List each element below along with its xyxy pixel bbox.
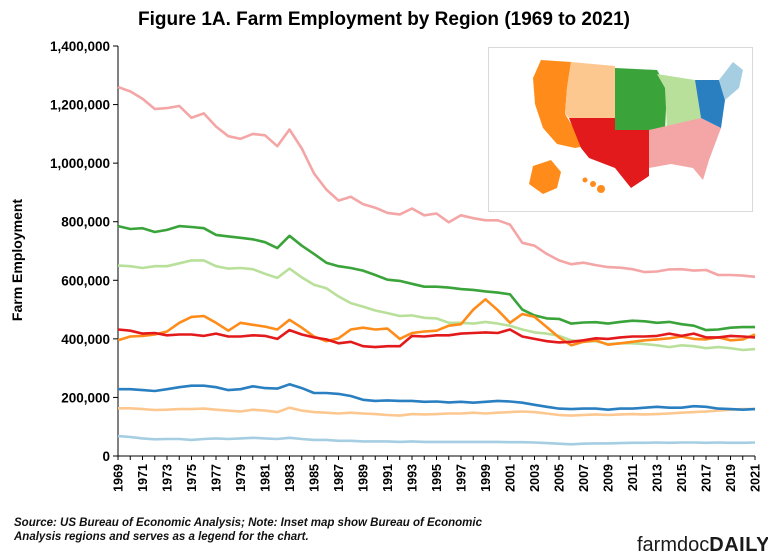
logo-part-2: DAILY xyxy=(709,534,768,556)
y-tick-label: 1,200,000 xyxy=(50,98,110,113)
x-axis: 1969 1971 1973 1975 1977 1979 1981 1983 1985 1987… xyxy=(112,455,763,492)
map-region-new-england xyxy=(719,62,743,100)
x-tick-label: 2019 xyxy=(724,464,738,492)
map-region-plains xyxy=(615,68,667,130)
x-tick-label: 2021 xyxy=(749,464,763,492)
y-axis: 0 200,000 400,000 600,000 800,000 1,000,000 1,… xyxy=(50,39,119,464)
x-tick-label: 2017 xyxy=(700,464,714,492)
x-tick-label: 2001 xyxy=(504,464,518,492)
map-region-southwest xyxy=(569,118,649,188)
map-region-rocky-mountain xyxy=(565,62,615,118)
x-tick-label: 1969 xyxy=(112,464,126,492)
y-tick-label: 800,000 xyxy=(61,215,110,230)
x-tick-label: 1999 xyxy=(479,464,493,492)
source-note: Source: US Bureau of Economic Analysis; … xyxy=(14,517,482,543)
x-tick-label: 1985 xyxy=(308,464,322,492)
y-tick-label: 1,400,000 xyxy=(50,39,110,54)
series-line-5 xyxy=(117,328,756,349)
x-tick-label: 1981 xyxy=(259,464,273,492)
logo-part-1: farmdoc xyxy=(637,534,710,556)
y-tick-label: 200,000 xyxy=(61,390,110,405)
x-tick-label: 1987 xyxy=(332,464,346,492)
y-tick-label: 600,000 xyxy=(61,273,110,288)
y-tick-label: 0 xyxy=(102,449,110,464)
x-tick-label: 1983 xyxy=(283,464,297,492)
y-tick-label: 400,000 xyxy=(61,332,110,347)
x-tick-label: 1989 xyxy=(357,464,371,492)
x-tick-label: 1995 xyxy=(430,464,444,492)
x-tick-label: 2005 xyxy=(553,464,567,492)
y-tick-label: 1,000,000 xyxy=(50,156,110,171)
x-tick-label: 1977 xyxy=(210,464,224,492)
farmdoc-daily-logo: farmdocDAILY xyxy=(637,534,768,557)
x-tick-label: 2015 xyxy=(675,464,689,492)
x-tick-label: 2011 xyxy=(626,464,640,491)
x-tick-label: 2003 xyxy=(528,464,542,492)
x-tick-label: 2007 xyxy=(577,464,591,492)
map-region-southeast xyxy=(649,118,721,180)
series-line-4 xyxy=(117,297,756,347)
map-region-great-lakes xyxy=(657,74,701,130)
chart-title: Figure 1A. Farm Employment by Region (19… xyxy=(137,9,630,30)
x-tick-label: 2013 xyxy=(651,464,665,492)
x-tick-label: 1971 xyxy=(136,464,150,492)
x-tick-label: 1973 xyxy=(161,464,175,492)
series-line-6 xyxy=(118,406,755,417)
series-lines xyxy=(117,85,756,446)
map-region-mideast xyxy=(695,80,725,128)
series-line-3 xyxy=(117,259,756,352)
x-tick-label: 1979 xyxy=(234,464,248,492)
map-region-hawaii xyxy=(582,177,605,193)
series-line-8 xyxy=(117,434,756,446)
map-region-alaska xyxy=(529,160,561,194)
series-line-1 xyxy=(117,85,756,279)
series-line-7 xyxy=(118,382,756,412)
x-tick-label: 1991 xyxy=(381,464,395,492)
y-axis-label: Farm Employment xyxy=(9,199,25,321)
x-tick-label: 1993 xyxy=(406,464,420,492)
series-line-2 xyxy=(117,224,755,332)
x-tick-label: 2009 xyxy=(602,464,616,492)
x-tick-label: 1997 xyxy=(455,464,469,492)
region-legend-map xyxy=(488,47,753,212)
x-tick-label: 1975 xyxy=(185,464,199,492)
map-region-far-west xyxy=(533,60,585,148)
